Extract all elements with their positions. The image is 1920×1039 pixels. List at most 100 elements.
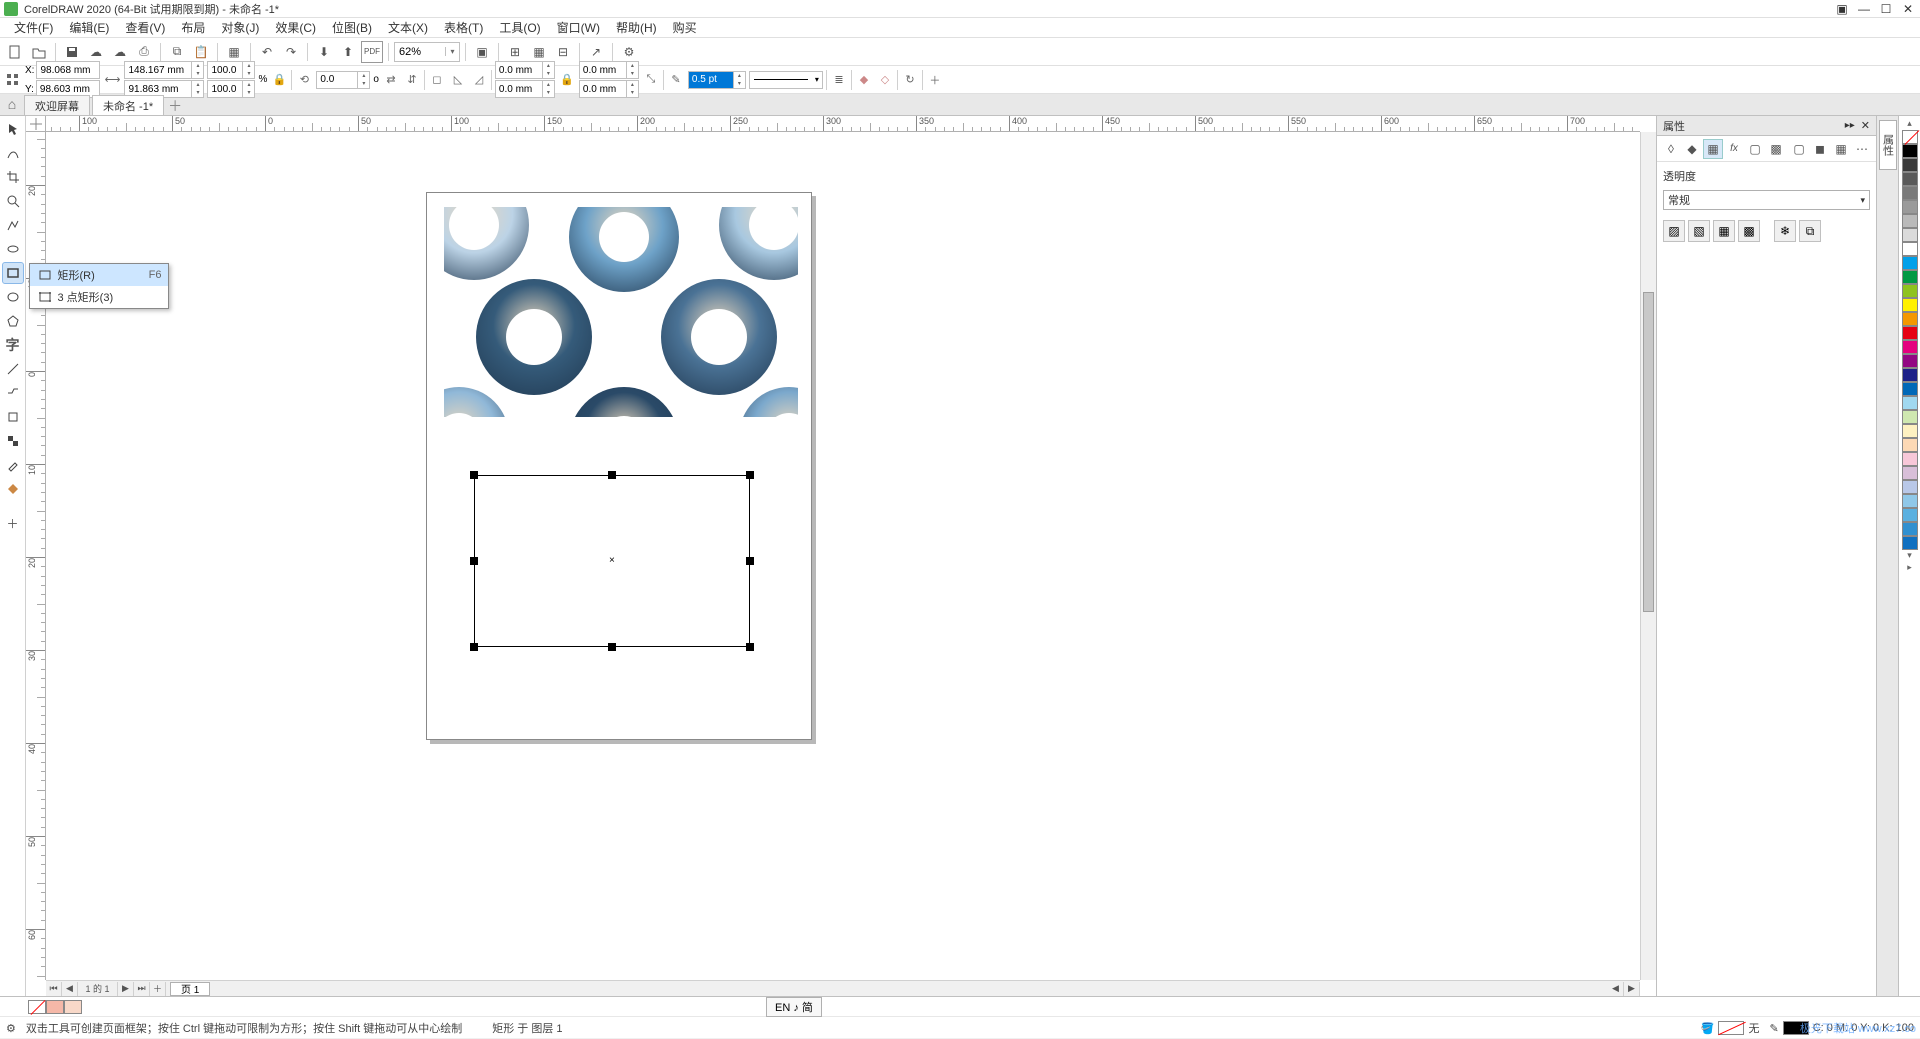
guides-button[interactable]: ⊟ — [552, 41, 574, 63]
palette-swatch-27[interactable] — [1902, 522, 1918, 536]
palette-swatch-15[interactable] — [1902, 354, 1918, 368]
grid-button[interactable]: ▦ — [528, 41, 550, 63]
vertical-scrollbar[interactable] — [1640, 132, 1656, 980]
powerclip-image[interactable] — [444, 207, 798, 417]
chevron-down-icon[interactable]: ▾ — [445, 47, 459, 56]
palette-swatch-0[interactable] — [1902, 144, 1918, 158]
corner-chamfer-icon[interactable]: ◿ — [470, 71, 488, 89]
eyedropper-tool[interactable] — [2, 454, 24, 476]
menu-buy[interactable]: 购买 — [665, 17, 705, 38]
selection-handle[interactable] — [470, 471, 478, 479]
redo-button[interactable]: ↷ — [280, 41, 302, 63]
palette-none-swatch[interactable] — [1902, 130, 1918, 144]
home-tab-icon[interactable]: ⌂ — [0, 93, 24, 115]
crop-tool[interactable] — [2, 166, 24, 188]
quick-customize-icon[interactable]: ＋ — [2, 512, 24, 534]
palette-swatch-8[interactable] — [1902, 256, 1918, 270]
bitmap-mode-icon[interactable]: ▩ — [1766, 139, 1786, 159]
palette-up-button[interactable]: ▴ — [1902, 118, 1918, 130]
menu-tools[interactable]: 工具(O) — [491, 17, 548, 38]
palette-swatch-28[interactable] — [1902, 536, 1918, 550]
maximize-button[interactable]: ☐ — [1878, 2, 1894, 16]
pdf-button[interactable]: PDF — [361, 41, 383, 63]
menu-text[interactable]: 文本(X) — [380, 17, 436, 38]
palette-swatch-11[interactable] — [1902, 298, 1918, 312]
palette-swatch-20[interactable] — [1902, 424, 1918, 438]
rectangle-tool[interactable]: 矩形(R) F6 3 点矩形(3) — [2, 262, 24, 284]
parallel-dim-tool[interactable] — [2, 358, 24, 380]
last-page-button[interactable]: ⏭ — [134, 982, 150, 996]
gear-icon[interactable]: ⚙ — [6, 1022, 16, 1035]
convert-curves-icon[interactable]: ↻ — [901, 71, 919, 89]
menu-edit[interactable]: 编辑(E) — [61, 17, 117, 38]
transparency-mode-icon[interactable]: ▦ — [1703, 139, 1723, 159]
palette-swatch-4[interactable] — [1902, 200, 1918, 214]
hscroll-right[interactable]: ▶ — [1624, 982, 1640, 996]
menu-bitmap[interactable]: 位图(B) — [324, 17, 380, 38]
target-both-button[interactable]: ▦ — [1713, 220, 1735, 242]
line-style-dropdown[interactable]: ▾ — [749, 71, 823, 89]
outline-mode-icon[interactable]: ◊ — [1661, 139, 1681, 159]
doc-palette-swatch-1[interactable] — [46, 1000, 64, 1014]
doc-restore-icon[interactable]: ▣ — [1834, 2, 1850, 16]
target-outline-button[interactable]: ▧ — [1688, 220, 1710, 242]
palette-swatch-14[interactable] — [1902, 340, 1918, 354]
export-button[interactable]: ⬆ — [337, 41, 359, 63]
cloud-down-icon[interactable]: ☁ — [109, 41, 131, 63]
selection-center[interactable]: × — [609, 555, 615, 566]
doc-palette-swatch-2[interactable] — [64, 1000, 82, 1014]
zoom-input[interactable] — [395, 43, 445, 61]
polygon-tool[interactable] — [2, 310, 24, 332]
palette-swatch-6[interactable] — [1902, 228, 1918, 242]
freehand-tool[interactable] — [2, 214, 24, 236]
palette-swatch-22[interactable] — [1902, 452, 1918, 466]
docker-close-icon[interactable]: ✕ — [1861, 119, 1870, 132]
close-button[interactable]: ✕ — [1900, 2, 1916, 16]
palette-swatch-17[interactable] — [1902, 382, 1918, 396]
palette-swatch-19[interactable] — [1902, 410, 1918, 424]
corner-tl-input[interactable] — [496, 62, 542, 78]
fill-tool[interactable] — [2, 478, 24, 500]
copy-trans-button[interactable]: ⧉ — [1799, 220, 1821, 242]
viewport[interactable]: × — [46, 132, 1640, 980]
new-button[interactable] — [4, 41, 26, 63]
tab-welcome[interactable]: 欢迎屏幕 — [24, 95, 90, 115]
palette-swatch-21[interactable] — [1902, 438, 1918, 452]
vertical-ruler[interactable]: 3020100102030405060 — [26, 132, 46, 980]
corner-br-input[interactable] — [580, 81, 626, 97]
corner-tr-input[interactable] — [580, 62, 626, 78]
horizontal-ruler[interactable]: 1501005005010015020025030035040045050055… — [46, 116, 1640, 132]
prev-page-button[interactable]: ◀ — [62, 982, 78, 996]
add-page-button[interactable]: ＋ — [150, 982, 166, 996]
selection-handle[interactable] — [608, 471, 616, 479]
corner-round-icon[interactable]: ◻ — [428, 71, 446, 89]
selection-handle[interactable] — [470, 643, 478, 651]
hscroll-track[interactable] — [214, 983, 1604, 995]
clipboard-button[interactable]: ▦ — [223, 41, 245, 63]
palette-swatch-7[interactable] — [1902, 242, 1918, 256]
tab-document[interactable]: 未命名 -1* — [92, 95, 164, 115]
paste-button[interactable]: 📋 — [190, 41, 212, 63]
drop-shadow-tool[interactable] — [2, 406, 24, 428]
text-tool[interactable]: 字 — [2, 334, 24, 356]
rotation-input[interactable] — [317, 72, 357, 88]
summary-mode-icon[interactable]: ▢ — [1745, 139, 1765, 159]
wrap-text-icon[interactable]: ≣ — [830, 71, 848, 89]
outline-pen-icon[interactable]: ✎ — [667, 71, 685, 89]
print-button[interactable]: ⎙ — [133, 41, 155, 63]
no-trans-icon[interactable]: ▢ — [1789, 139, 1809, 159]
transparency-tool[interactable] — [2, 430, 24, 452]
palette-swatch-1[interactable] — [1902, 158, 1918, 172]
artistic-media-tool[interactable] — [2, 238, 24, 260]
relative-corner-icon[interactable]: ⤡ — [642, 71, 660, 89]
pattern-trans-icon[interactable]: ▦ — [1831, 139, 1851, 159]
palette-down-button[interactable]: ▾ — [1902, 550, 1918, 562]
palette-swatch-9[interactable] — [1902, 270, 1918, 284]
language-indicator[interactable]: EN ♪ 简 — [766, 997, 822, 1017]
docker-tab-properties[interactable]: 属性 — [1879, 120, 1897, 170]
palette-swatch-2[interactable] — [1902, 172, 1918, 186]
outline-width-input[interactable] — [689, 72, 733, 88]
palette-menu-button[interactable]: ▸ — [1902, 562, 1918, 574]
flyout-rectangle[interactable]: 矩形(R) F6 — [30, 264, 168, 286]
fill-indicator[interactable]: 🪣 无 — [1701, 1020, 1760, 1036]
